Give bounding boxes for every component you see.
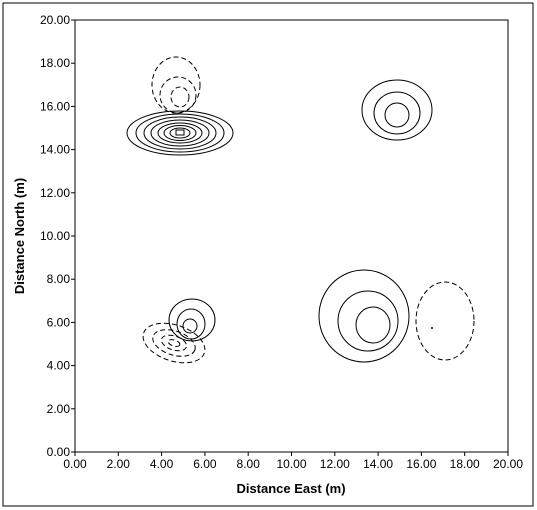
contour: [373, 91, 421, 135]
contours: [126, 56, 475, 364]
contour: [135, 113, 225, 153]
contour: [431, 327, 433, 329]
x-tick-label: 12.00: [320, 457, 350, 471]
x-tick-label: 2.00: [107, 457, 131, 471]
contour: [355, 306, 391, 344]
y-tick-label: 20.00: [40, 13, 70, 27]
contour: [150, 119, 210, 147]
contour: [143, 116, 217, 150]
x-tick-label: 14.00: [363, 457, 393, 471]
contour: [176, 308, 206, 340]
contour: [167, 339, 181, 347]
contour: [182, 318, 198, 334]
contour: [175, 129, 185, 136]
y-tick-label: 16.00: [40, 99, 70, 113]
plot-frame: [74, 19, 509, 453]
x-axis-label: Distance East (m): [236, 481, 345, 496]
contour: [361, 79, 433, 141]
x-tick-label: 8.00: [237, 457, 261, 471]
x-tick-label: 20.00: [493, 457, 523, 471]
contour: [163, 125, 197, 141]
x-tick-label: 4.00: [150, 457, 174, 471]
contour: [415, 281, 475, 361]
y-tick-label: 18.00: [40, 56, 70, 70]
y-tick-label: 2.00: [47, 402, 71, 416]
y-tick-label: 4.00: [47, 359, 71, 373]
contour: [152, 329, 196, 357]
contour: [159, 76, 197, 114]
contour: [160, 334, 188, 352]
contour: [384, 102, 410, 128]
y-tick-label: 12.00: [40, 186, 70, 200]
contour: [337, 290, 399, 352]
contour: [151, 56, 201, 114]
y-tick-label: 14.00: [40, 143, 70, 157]
contour: [126, 110, 234, 156]
x-tick-label: 18.00: [450, 457, 480, 471]
y-tick-label: 8.00: [47, 272, 71, 286]
contour: [170, 86, 190, 108]
y-tick-label: 6.00: [47, 315, 71, 329]
y-tick-label: 10.00: [40, 229, 70, 243]
contour: [168, 298, 216, 342]
y-tick-label: 0.00: [47, 445, 71, 459]
contour: [169, 127, 191, 139]
x-tick-label: 10.00: [276, 457, 306, 471]
x-tick-label: 16.00: [406, 457, 436, 471]
contour: [142, 322, 206, 364]
contour: [157, 122, 203, 144]
x-tick-label: 0.00: [63, 457, 87, 471]
y-axis-label: Distance North (m): [12, 178, 27, 294]
x-tick-label: 6.00: [193, 457, 217, 471]
contour: [318, 269, 410, 363]
